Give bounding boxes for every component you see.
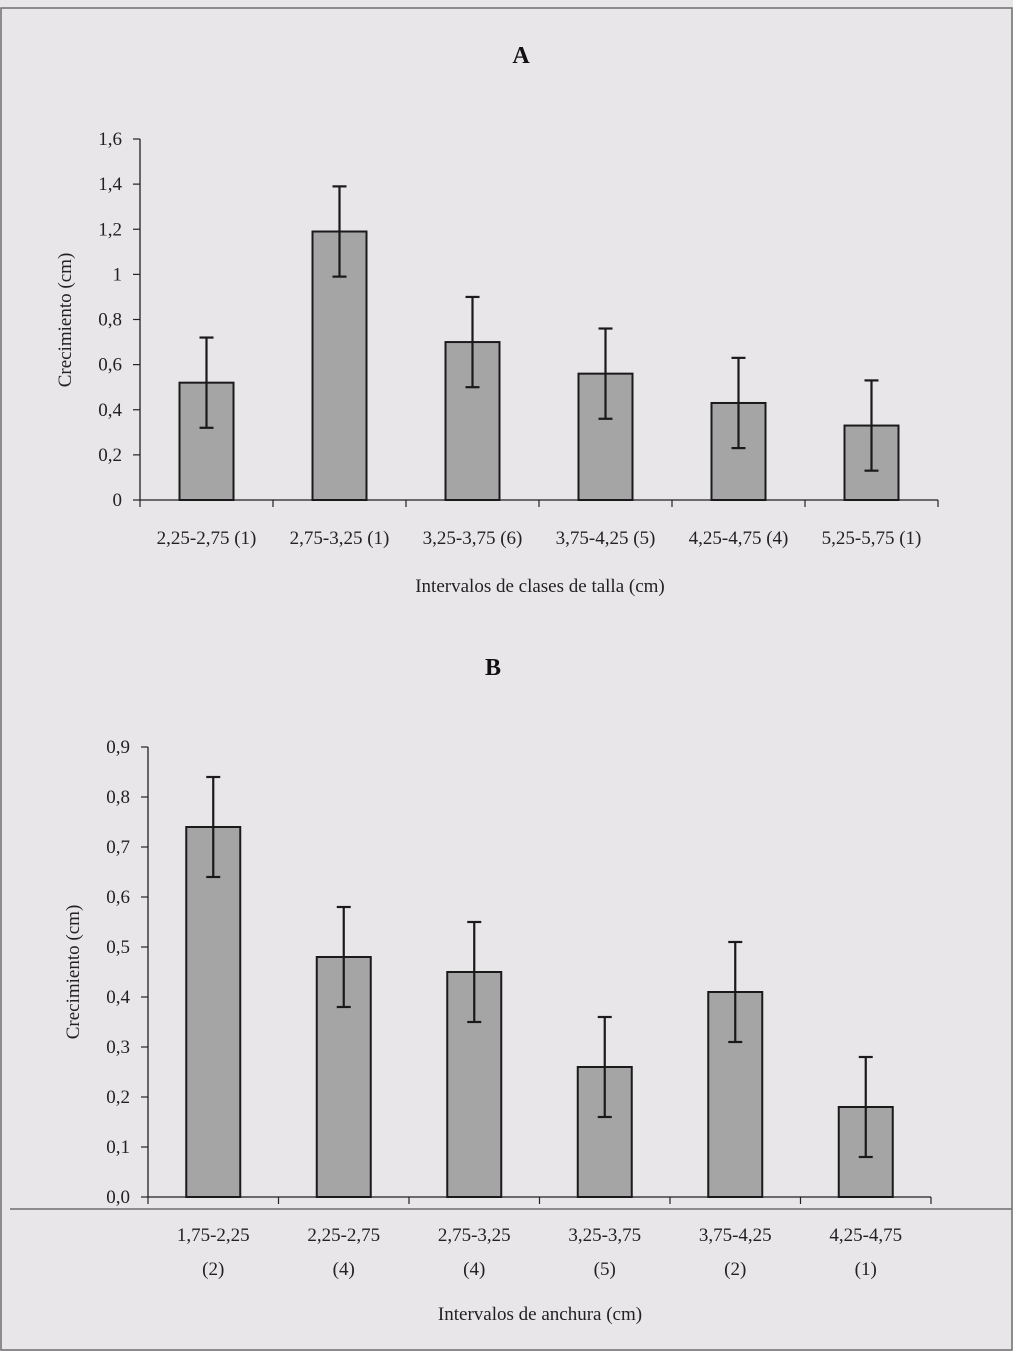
panel-b-category-label: (5) xyxy=(594,1259,616,1280)
panel-a-category-label: 2,75-3,25 (1) xyxy=(290,528,390,549)
panel-b-category-label: 3,75-4,25 xyxy=(699,1225,772,1246)
panel-a-y-tick-label: 1,4 xyxy=(98,174,122,195)
panel-b-y-tick-label: 0,8 xyxy=(106,787,130,808)
panel-b-category-label: (2) xyxy=(724,1259,746,1280)
panel-b-category-label: 2,25-2,75 xyxy=(307,1225,380,1246)
panel-a-y-tick-label: 0 xyxy=(113,490,123,511)
panel-b-category-label: 3,25-3,75 xyxy=(568,1225,641,1246)
panel-a-category-label: 3,75-4,25 (5) xyxy=(556,528,656,549)
panel-a-y-tick-label: 0,6 xyxy=(98,355,122,376)
panel-b-category-label: 2,75-3,25 xyxy=(438,1225,511,1246)
panel-a-category-label: 5,25-5,75 (1) xyxy=(822,528,922,549)
panel-b-y-tick-label: 0,0 xyxy=(106,1187,130,1208)
panel-b-category-label: (1) xyxy=(855,1259,877,1280)
panel-a-plot-area: 0 0,2 0,4 0,6 0,8 1 1,2 1,4 1,6 2,25-2,75 (1) 2,75… xyxy=(98,129,939,549)
panel-b: B Crecimiento (cm) Intervalos de anchura… xyxy=(63,655,932,1325)
panel-a-y-tick-label: 1,6 xyxy=(98,129,122,150)
panel-b-y-axis-label: Crecimiento (cm) xyxy=(63,905,84,1040)
panel-b-y-tick-label: 0,9 xyxy=(106,737,130,758)
panel-b-y-tick-label: 0,6 xyxy=(106,887,130,908)
panel-b-category-label: (2) xyxy=(202,1259,224,1280)
panel-b-y-tick-label: 0,7 xyxy=(106,837,130,858)
panel-b-y-tick-label: 0,1 xyxy=(106,1137,130,1158)
panel-a-y-tick-label: 0,2 xyxy=(98,445,122,466)
panel-a-x-axis-label: Intervalos de clases de talla (cm) xyxy=(415,576,665,597)
panel-b-y-tick-label: 0,3 xyxy=(106,1037,130,1058)
panel-b-category-label: (4) xyxy=(463,1259,485,1280)
panel-b-y-tick-label: 0,5 xyxy=(106,937,130,958)
panel-b-bar xyxy=(185,826,242,1198)
panel-b-y-tick-label: 0,2 xyxy=(106,1087,130,1108)
panel-a-category-label: 3,25-3,75 (6) xyxy=(423,528,523,549)
panel-a-y-axis-label: Crecimiento (cm) xyxy=(55,253,76,388)
panel-b-category-label: (4) xyxy=(333,1259,355,1280)
panel-a-y-tick-label: 0,8 xyxy=(98,310,122,331)
panel-a-category-label: 4,25-4,75 (4) xyxy=(689,528,789,549)
panel-a: A Crecimiento (cm) Intervalos de clases … xyxy=(55,43,939,597)
panel-b-plot-area: 0,0 0,1 0,2 0,3 0,4 0,5 0,6 0,7 0,8 0,9 1,75-2,25 (… xyxy=(106,737,932,1280)
panel-b-x-axis-label: Intervalos de anchura (cm) xyxy=(438,1304,642,1325)
panel-a-title: A xyxy=(512,43,530,69)
panel-a-category-label: 2,25-2,75 (1) xyxy=(157,528,257,549)
figure-frame xyxy=(0,7,1013,1351)
panel-a-y-tick-label: 1,2 xyxy=(98,219,122,240)
panel-a-y-tick-label: 0,4 xyxy=(98,400,122,421)
panel-b-title: B xyxy=(485,655,501,681)
panel-b-category-label: 4,25-4,75 xyxy=(829,1225,902,1246)
panel-b-y-tick-label: 0,4 xyxy=(106,987,130,1008)
panel-a-y-tick-label: 1 xyxy=(113,264,123,285)
panel-b-category-label: 1,75-2,25 xyxy=(177,1225,250,1246)
